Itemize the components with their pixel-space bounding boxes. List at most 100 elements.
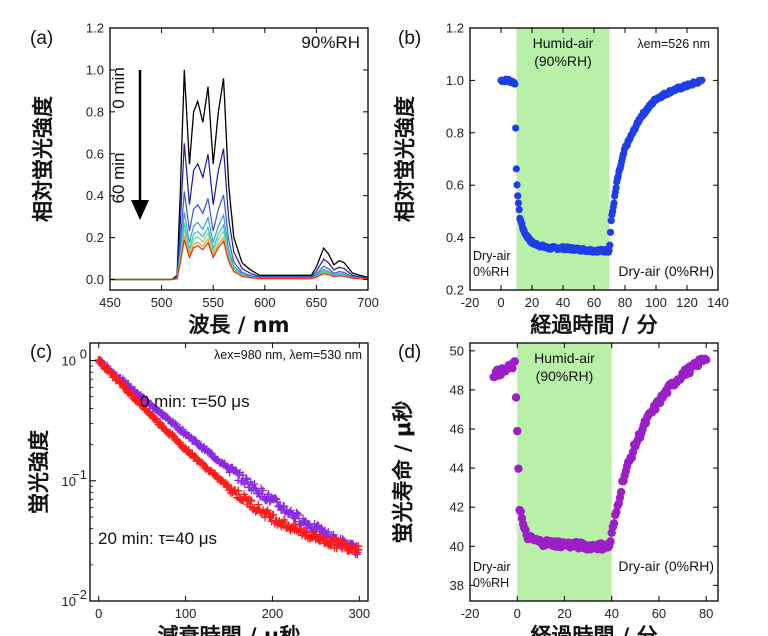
decay-point [241,474,250,483]
data-point [605,246,613,254]
panel-b-xtick-label: 60 [587,295,601,310]
data-point [607,217,615,225]
panel-b-xtick-label: 0 [497,295,504,310]
panel-d-ytick-label: 46 [450,422,464,437]
data-point [606,241,614,249]
decay-point [155,418,164,427]
dry-air-left-label: Dry-air [473,249,511,263]
panel-b-ytick-label: 0.6 [446,178,464,193]
panel-c-frame [89,342,369,602]
panel-b-xtick-label: 20 [525,295,539,310]
panel-c-xlabel: 減衰時間 / μ秒 [158,624,301,636]
panel-a-xtick-label: 650 [306,295,328,310]
condition-label: 90%RH [301,33,360,52]
panel-a-ytick-label: 0.2 [86,230,104,245]
panel-a-xtick-label: 600 [254,295,276,310]
data-point [698,76,706,84]
lifetime-point [510,357,520,366]
humid-region-d [517,343,612,601]
data-point [606,228,615,236]
lifetime-point [511,393,521,402]
panel-a-ytick-label: 1.0 [86,62,104,77]
lambda-label-c: λex=980 nm, λem=530 nm [214,348,362,362]
lifetime-point [609,519,619,528]
arrow-head [131,200,149,220]
panel-d-xtick-label: 80 [699,606,713,621]
panel-a-xtick-label: 450 [99,295,121,310]
decay-point [190,451,199,460]
panel-b-xtick-label: 120 [676,295,698,310]
decay-point [147,400,156,409]
dry-air-left-rh-label-d: 0%RH [473,576,509,590]
panel-d-xlabel: 経過時間 / 分 [530,624,657,636]
decay-point [340,540,349,549]
decay-point [290,514,299,523]
lifetime-point [516,507,525,516]
dry-air-right-label: Dry-air (0%RH) [618,263,714,279]
end-time-label: 60 min [109,152,128,203]
data-point [511,80,519,88]
panel-d-ytick-label: 48 [450,382,464,397]
panel-b-ytick-label: 1.2 [446,21,464,36]
data-point [512,165,520,173]
data-point [610,199,618,207]
panel-a-ylabel: 相対蛍光強度 [31,96,55,222]
data-point [515,206,523,214]
panel-d-ytick-label: 42 [450,500,464,515]
decay-point [353,548,362,557]
panel-b-xlabel: 経過時間 / 分 [530,313,657,337]
start-time-label: 0 min [109,67,128,109]
decay-point [269,511,278,520]
panel-c-xtick-label: 0 [95,606,102,621]
panel-a-ytick-label: 0.8 [86,104,104,119]
dry-air-right-label-d: Dry-air (0%RH) [618,558,714,574]
dry-air-left-label-d: Dry-air [473,560,511,574]
region-label-d: Humid-air [534,350,595,366]
panel-d-ytick-label: 38 [450,578,464,593]
data-point [514,199,523,207]
data-point [512,124,520,132]
decay-point [257,484,266,493]
panel-b-ytick-label: 0.8 [446,125,464,140]
panel-a-xtick-label: 500 [151,295,173,310]
decay-point [277,522,286,531]
lifetime-point [651,405,660,414]
panel-d-ytick-label: 44 [450,461,464,476]
decay-point [234,486,243,495]
panel-b-xtick-label: 80 [618,295,632,310]
panel-b-ylabel: 相対蛍光強度 [393,96,417,222]
decay-point [190,435,199,444]
decay-point [254,500,263,509]
panel-a-label: (a) [30,28,53,49]
panel-b-label: (b) [398,28,421,49]
panel-c-ytick-exponent: 0 [80,347,87,362]
decay-point [250,480,259,489]
decay-point [293,509,302,518]
panel-a-ytick-label: 0.4 [86,188,104,203]
panel-c-ylabel: 蛍光強度 [27,430,51,514]
data-point [513,181,521,189]
decay-point [222,482,231,491]
decay-point [264,509,273,518]
lifetime-point [514,464,523,473]
spectrum-line [110,191,369,281]
series-0-label: 0 min: τ=50 μs [140,392,250,411]
decay-point [184,446,193,455]
data-point [612,184,620,192]
decay-point [202,463,211,472]
decay-point [262,508,271,517]
decay-point [117,379,126,388]
panel-c-xtick-label: 100 [175,606,197,621]
panel-a-ytick-label: 0.6 [86,146,104,161]
panel-d-frame [469,342,719,602]
decay-point [332,544,341,553]
series-1-label: 20 min: τ=40 μs [98,529,217,548]
panel-c-ytick-label: 10 [62,354,76,369]
decay-point [286,506,295,515]
lifetime-point [701,355,711,364]
panel-b-ytick-label: 0.2 [446,283,464,298]
decay-point [280,502,289,511]
spectrum-line [110,143,369,281]
panel-a-ytick-label: 1.2 [86,21,104,36]
panel-a-xlabel: 波長 / nm [188,313,289,337]
